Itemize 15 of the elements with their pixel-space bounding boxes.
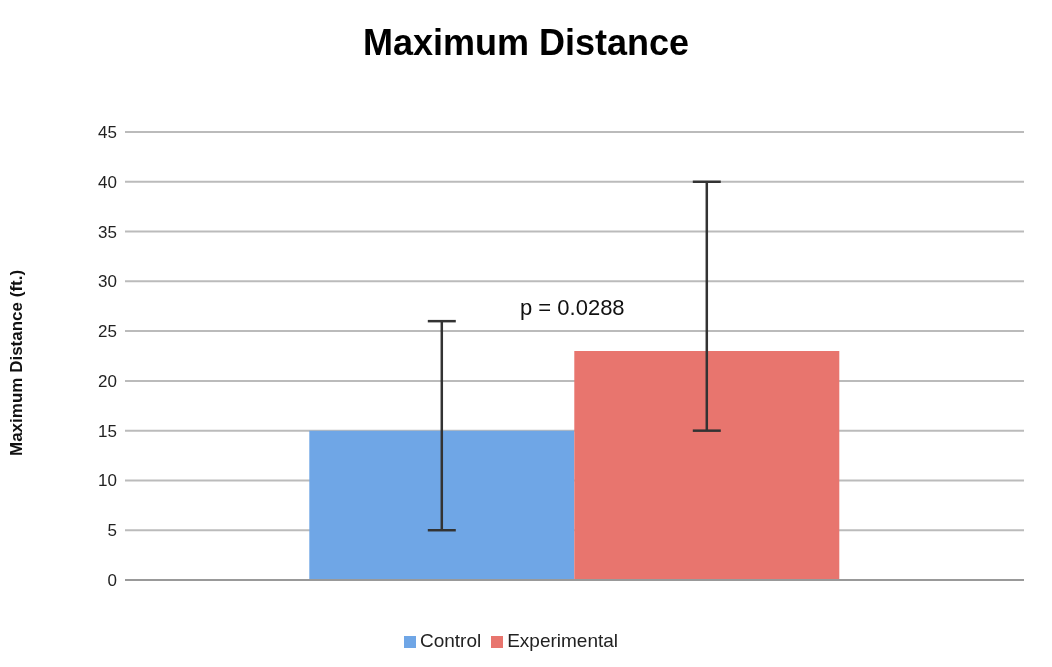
y-tick-label: 40 [98,172,117,192]
y-tick-label: 15 [98,421,117,441]
y-tick-label: 45 [98,123,117,143]
y-axis-title: Maximum Distance (ft.) [7,269,27,456]
annotation: p = 0.0288 [520,295,625,321]
y-tick-label: 10 [98,471,117,491]
chart-title: Maximum Distance [361,21,691,65]
legend-label: Experimental [507,630,619,651]
y-tick-label: 0 [107,571,117,591]
y-tick-label: 25 [98,322,117,342]
y-tick-label: 20 [98,371,117,391]
legend-label: Control [419,630,482,651]
y-tick-label: 5 [107,521,117,541]
y-tick-label: 30 [98,272,117,292]
y-tick-label: 35 [98,222,117,242]
